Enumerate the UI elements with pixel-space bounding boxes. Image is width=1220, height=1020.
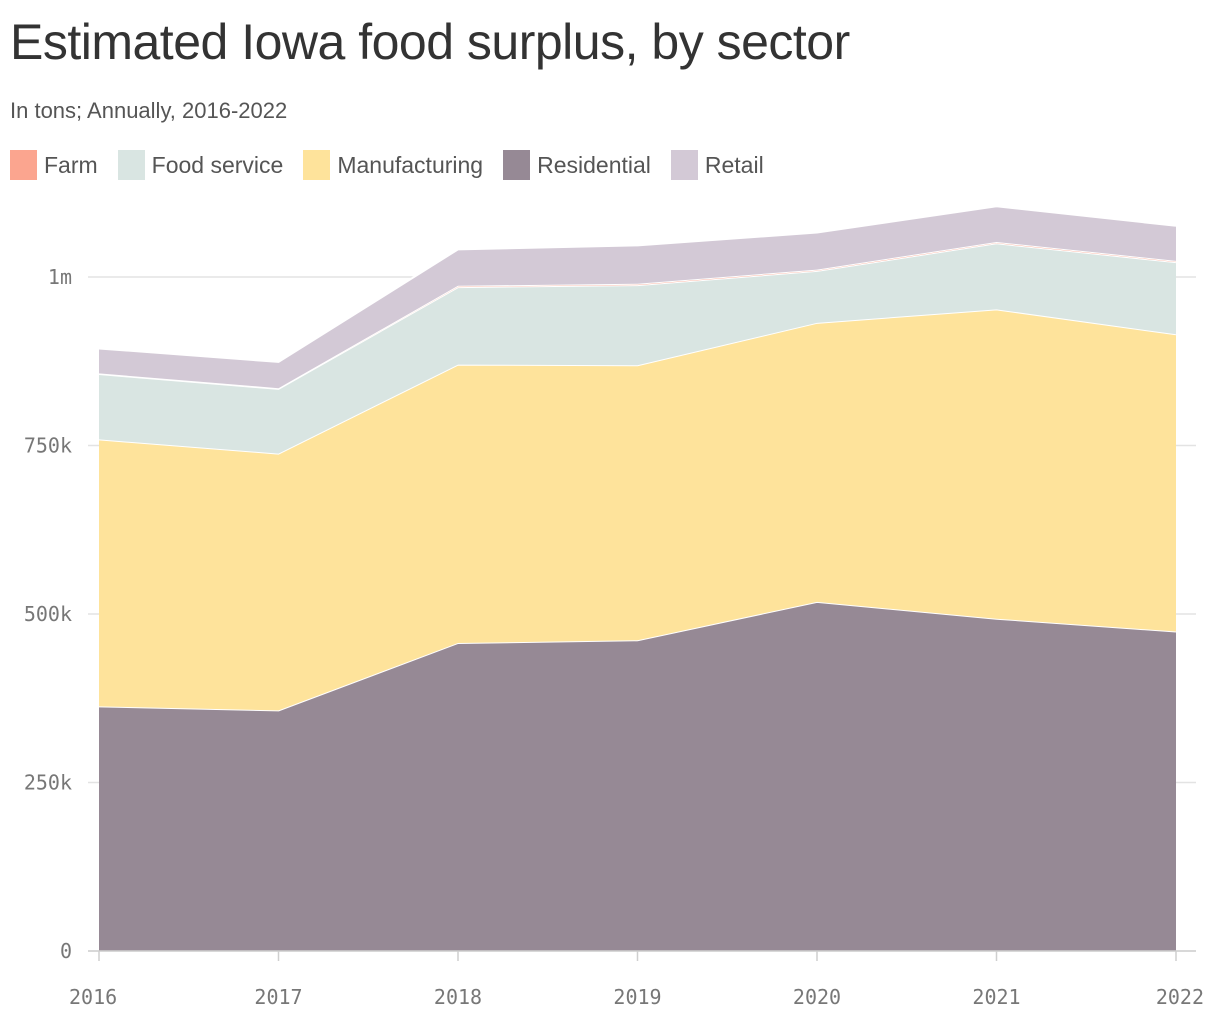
- legend-label-food-service: Food service: [151, 151, 284, 178]
- y-tick-label-250k: 250k: [24, 771, 72, 795]
- y-tick-label-1m: 1m: [48, 265, 72, 289]
- chart-subtitle: In tons; Annually, 2016-2022: [10, 98, 288, 123]
- x-tick-label-2017: 2017: [254, 985, 302, 1009]
- legend-swatch-manufacturing: [303, 150, 331, 180]
- x-tick-label-2019: 2019: [613, 985, 661, 1009]
- x-tick-label-2016: 2016: [69, 985, 117, 1009]
- chart-legend: Farm Food service Manufacturing Resident…: [10, 150, 784, 180]
- legend-item-retail: Retail: [670, 150, 764, 180]
- legend-swatch-retail: [670, 150, 698, 180]
- legend-label-manufacturing: Manufacturing: [337, 151, 484, 178]
- legend-item-food-service: Food service: [117, 150, 284, 180]
- axes: 2016 2017 2018 2019 2020 2021 2022 0 250k 500k 750…: [24, 265, 1204, 1009]
- x-tick-label-2018: 2018: [434, 985, 482, 1009]
- area-residential: [99, 601, 1176, 951]
- legend-item-manufacturing: Manufacturing: [303, 150, 483, 180]
- x-tick-label-2022: 2022: [1156, 985, 1204, 1009]
- legend-swatch-residential: [503, 150, 531, 180]
- area-food-service: [99, 243, 1176, 454]
- legend-swatch-farm: [10, 150, 37, 180]
- legend-label-farm: Farm: [44, 151, 98, 178]
- chart-title: Estimated Iowa food surplus, by sector: [10, 14, 850, 70]
- x-tick-label-2020: 2020: [793, 985, 841, 1009]
- legend-label-retail: Retail: [704, 151, 764, 178]
- y-tick-label-0: 0: [60, 939, 72, 963]
- stacked-areas: [98, 205, 1177, 951]
- area-retail: [99, 206, 1176, 389]
- legend-item-residential: Residential: [503, 150, 651, 180]
- y-tick-label-500k: 500k: [24, 602, 72, 626]
- legend-swatch-food-service: [117, 150, 145, 180]
- legend-label-residential: Residential: [537, 151, 651, 178]
- y-tick-label-750k: 750k: [24, 434, 72, 458]
- x-tick-label-2021: 2021: [972, 985, 1020, 1009]
- area-edge-retail: [98, 205, 1177, 363]
- legend-item-farm: Farm: [10, 150, 98, 180]
